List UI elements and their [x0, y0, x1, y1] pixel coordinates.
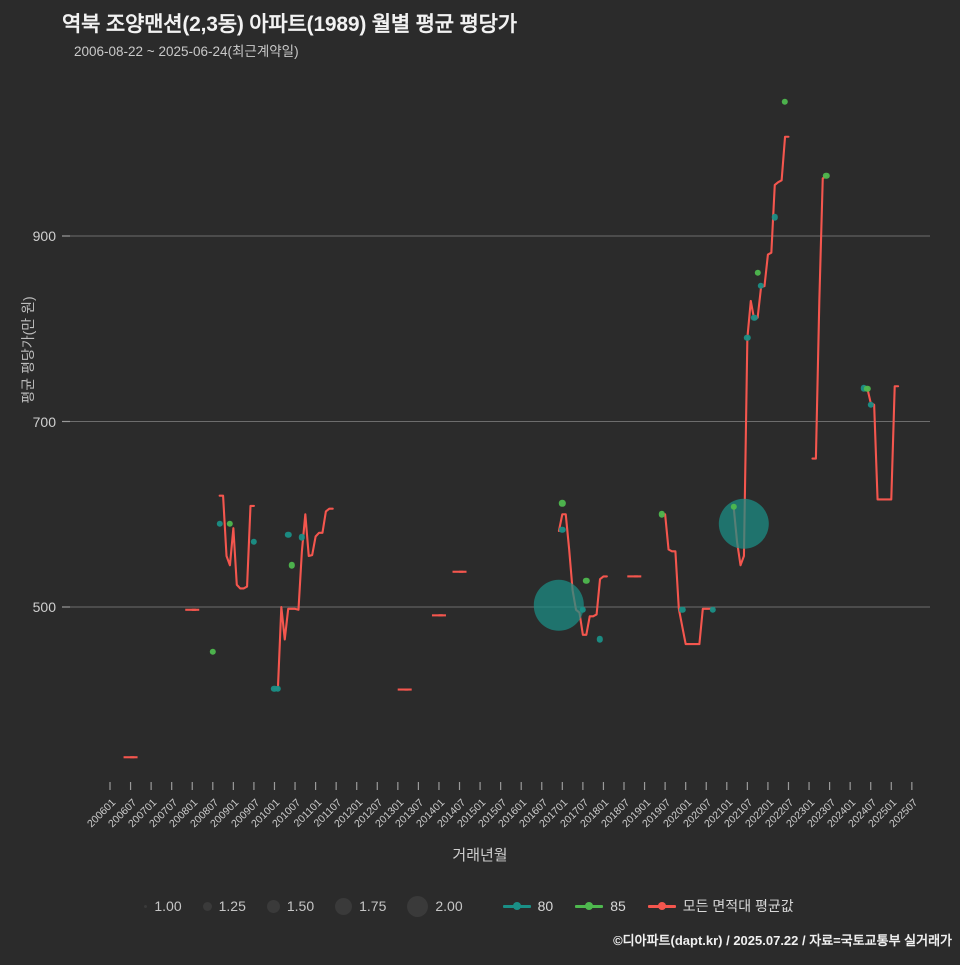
scatter-point	[579, 606, 587, 613]
legend-series-marker	[647, 900, 676, 912]
scatter-point	[533, 579, 585, 631]
page-subtitle: 2006-08-22 ~ 2025-06-24(최근계약일)	[74, 44, 299, 59]
scatter-point	[771, 214, 778, 221]
scatter-point	[583, 577, 590, 585]
legend-series-item[interactable]: 모든 면적대 평균값	[647, 896, 794, 916]
legend-size-label: 1.50	[286, 898, 315, 914]
x-axis-ticks	[109, 782, 913, 790]
scatter-point	[864, 385, 871, 393]
legend-size-scale: 1.00 1.25 1.50 1.75 2.00	[144, 895, 476, 917]
scatter-point	[757, 282, 765, 290]
scatter-point	[860, 384, 868, 392]
legend-size-bubble	[202, 901, 212, 911]
legend-series-item[interactable]: 80	[502, 898, 554, 914]
scatter-point	[658, 511, 665, 518]
legend-size-bubble	[266, 899, 280, 913]
page-title: 역북 조양맨션(2,3동) 아파트(1989) 월별 평균 평당가	[62, 13, 517, 36]
scatter-point	[596, 636, 604, 643]
scatter-point	[250, 538, 258, 546]
scatter-point	[679, 606, 686, 613]
legend-size-label: 2.00	[435, 898, 463, 914]
scatter-point	[718, 498, 770, 549]
scatter-point	[781, 98, 789, 105]
scatter-point	[754, 269, 761, 277]
y-axis-tick-label: 700	[32, 413, 56, 430]
scatter-point	[226, 520, 234, 527]
legend-series-marker	[502, 900, 531, 912]
scatter-point	[730, 503, 737, 511]
y-axis-ticks	[62, 235, 70, 608]
y-axis-tick-label: 900	[32, 228, 56, 244]
x-axis-title: 거래년월	[452, 847, 508, 864]
legend-size-label: 1.75	[359, 898, 387, 914]
legend-size-label: 1.00	[154, 898, 182, 914]
scatter-point	[559, 499, 566, 507]
scatter-point	[559, 526, 566, 534]
legend-series-label: 85	[610, 898, 626, 914]
scatter-point	[822, 172, 830, 179]
legend-series-label: 모든 면적대 평균값	[682, 898, 794, 914]
scatter-point	[867, 401, 874, 408]
chart-legend: 1.00 1.25 1.50 1.75 2.00 80 85 모든 면적대 평균값	[0, 888, 960, 924]
line-series	[123, 135, 900, 759]
legend-size-label: 1.25	[218, 898, 246, 914]
scatter-point	[274, 685, 282, 692]
scatter-point	[271, 685, 278, 692]
legend-series-label: 80	[537, 898, 554, 914]
scatter-point	[744, 334, 751, 342]
y-axis-tick-label: 500	[32, 599, 56, 615]
legend-size-bubble	[407, 895, 429, 917]
scatter-point	[209, 648, 216, 655]
scatter-point	[288, 562, 295, 569]
scatter-point	[751, 314, 758, 321]
legend-series-marker	[575, 900, 604, 912]
footer-credit: ©디아파트(dapt.kr) / 2025.07.22 / 자료=국토교통부 실…	[613, 933, 952, 948]
legend-size-bubble	[144, 904, 148, 908]
scatter-point	[216, 520, 223, 527]
legend-series-item[interactable]: 85	[575, 898, 626, 914]
scatter-point	[709, 606, 717, 613]
scatter-point	[284, 531, 292, 538]
legend-size-bubble	[335, 897, 353, 915]
scatter-point	[298, 534, 306, 541]
grid-lines	[70, 235, 930, 608]
